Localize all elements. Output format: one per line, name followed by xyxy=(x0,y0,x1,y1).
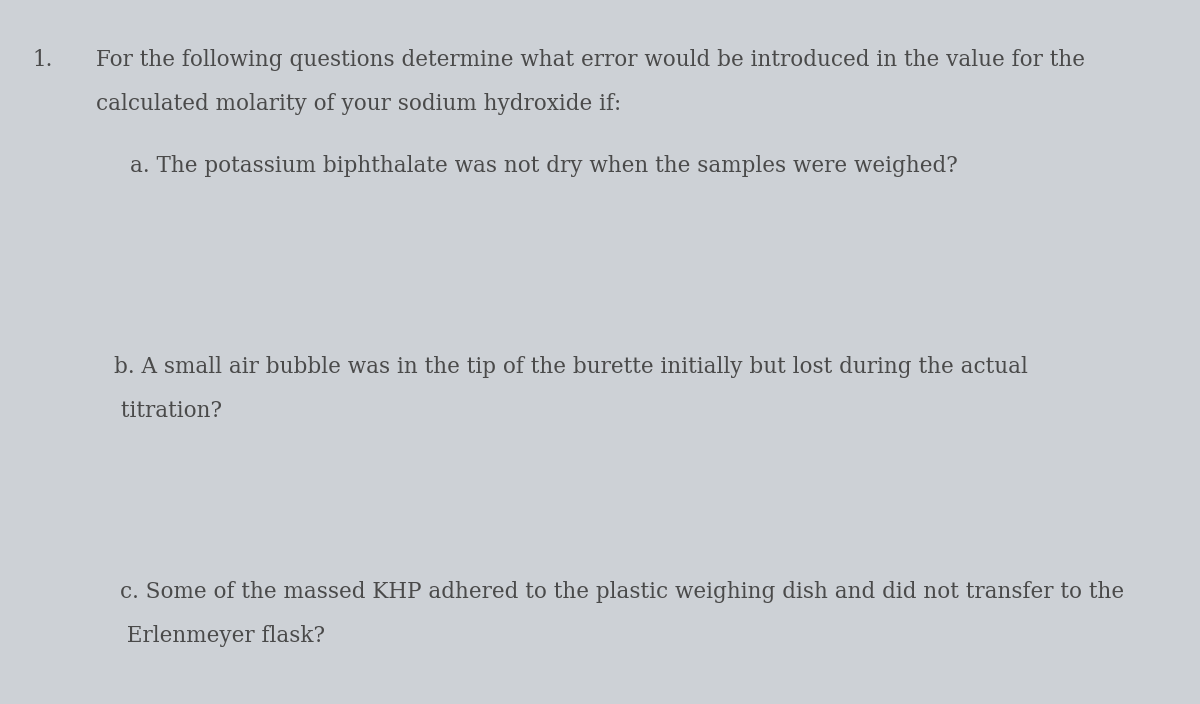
Text: 1.: 1. xyxy=(32,49,53,71)
Text: Erlenmeyer flask?: Erlenmeyer flask? xyxy=(120,625,325,647)
Text: titration?: titration? xyxy=(114,400,222,422)
Text: a. The potassium biphthalate was not dry when the samples were weighed?: a. The potassium biphthalate was not dry… xyxy=(130,155,958,177)
Text: b. A small air bubble was in the tip of the burette initially but lost during th: b. A small air bubble was in the tip of … xyxy=(114,356,1028,377)
Text: c. Some of the massed KHP adhered to the plastic weighing dish and did not trans: c. Some of the massed KHP adhered to the… xyxy=(120,581,1124,603)
Text: For the following questions determine what error would be introduced in the valu: For the following questions determine wh… xyxy=(96,49,1085,71)
Text: calculated molarity of your sodium hydroxide if:: calculated molarity of your sodium hydro… xyxy=(96,93,622,115)
